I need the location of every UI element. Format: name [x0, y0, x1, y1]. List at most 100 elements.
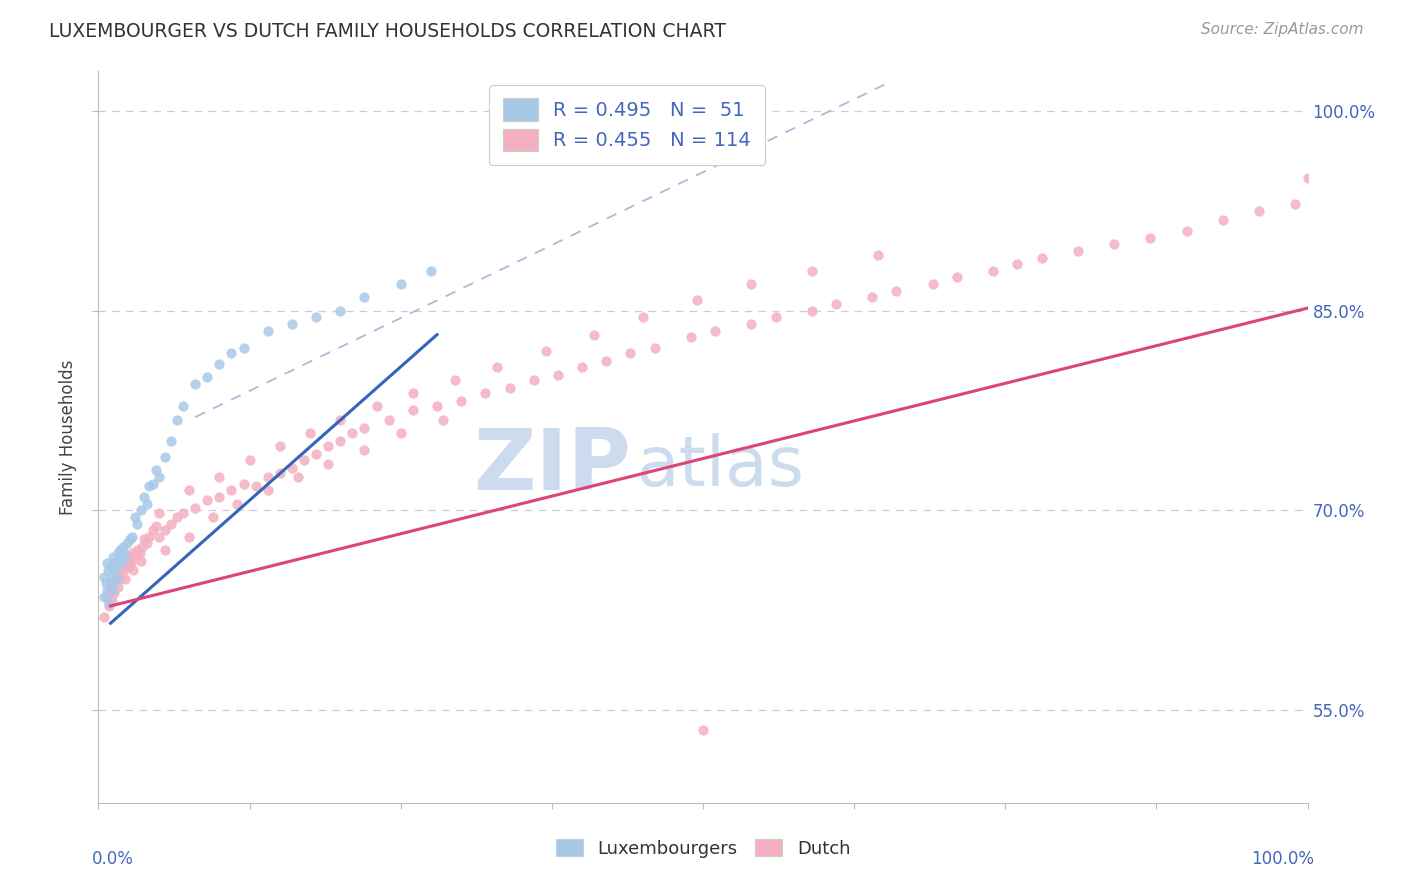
Point [129, 503, 152, 517]
Point [134, 490, 156, 504]
Point [232, 476, 254, 491]
Point [108, 543, 131, 558]
Point [135, 536, 157, 550]
Point [353, 443, 375, 458]
Point [127, 543, 149, 558]
Point [124, 549, 146, 564]
Point [486, 359, 509, 374]
Point [135, 497, 157, 511]
Point [118, 559, 141, 574]
Point [100, 576, 122, 591]
Point [179, 483, 201, 498]
Point [1007, 257, 1029, 271]
Point [316, 439, 339, 453]
Point [523, 373, 546, 387]
Text: 100.0%: 100.0% [1250, 850, 1313, 868]
Point [184, 500, 207, 515]
Point [108, 573, 131, 587]
Point [269, 466, 291, 480]
Point [112, 563, 135, 577]
Point [108, 563, 131, 577]
Point [420, 264, 443, 278]
Text: atlas: atlas [637, 433, 804, 500]
Point [426, 400, 449, 414]
Point [104, 563, 127, 577]
Point [100, 559, 122, 574]
Point [108, 552, 131, 566]
Point [860, 290, 883, 304]
Point [148, 506, 170, 520]
Point [160, 516, 183, 531]
Point [765, 310, 787, 325]
Point [402, 403, 425, 417]
Point [98, 599, 121, 613]
Point [498, 381, 520, 395]
Point [389, 277, 412, 292]
Point [107, 546, 129, 560]
Point [981, 264, 1004, 278]
Point [226, 497, 249, 511]
Point [1296, 170, 1319, 185]
Point [142, 523, 165, 537]
Point [534, 343, 557, 358]
Point [100, 593, 122, 607]
Point [281, 317, 304, 331]
Point [256, 483, 278, 498]
Point [299, 426, 322, 441]
Legend: Luxembourgers, Dutch: Luxembourgers, Dutch [547, 830, 859, 867]
Point [1175, 224, 1198, 238]
Point [221, 483, 243, 498]
Point [153, 543, 176, 558]
Point [160, 434, 183, 448]
Point [1249, 204, 1271, 219]
Point [868, 248, 890, 262]
Point [329, 303, 352, 318]
Point [105, 573, 128, 587]
Point [112, 546, 135, 560]
Point [105, 570, 128, 584]
Point [287, 470, 309, 484]
Point [96, 582, 118, 597]
Point [138, 479, 160, 493]
Point [571, 359, 593, 374]
Point [148, 530, 170, 544]
Point [96, 557, 118, 571]
Point [118, 549, 141, 564]
Point [921, 277, 943, 292]
Point [221, 346, 243, 360]
Point [121, 530, 143, 544]
Point [377, 413, 399, 427]
Point [153, 450, 176, 464]
Point [166, 509, 188, 524]
Point [103, 557, 125, 571]
Point [366, 400, 388, 414]
Point [110, 557, 132, 571]
Point [166, 413, 188, 427]
Point [131, 541, 153, 555]
Point [686, 293, 709, 307]
Point [704, 324, 727, 338]
Point [245, 479, 267, 493]
Point [1212, 213, 1234, 227]
Point [111, 541, 134, 555]
Point [118, 533, 141, 547]
Point [121, 546, 143, 560]
Point [101, 576, 124, 591]
Point [740, 277, 762, 292]
Point [148, 470, 170, 484]
Point [128, 546, 150, 560]
Point [256, 470, 278, 484]
Point [800, 264, 823, 278]
Point [98, 596, 121, 610]
Point [292, 452, 315, 467]
Point [124, 509, 146, 524]
Point [118, 559, 141, 574]
Point [450, 394, 472, 409]
Point [281, 460, 304, 475]
Point [474, 386, 496, 401]
Point [353, 421, 375, 435]
Point [692, 723, 714, 737]
Point [122, 563, 145, 577]
Point [96, 590, 118, 604]
Point [402, 386, 425, 401]
